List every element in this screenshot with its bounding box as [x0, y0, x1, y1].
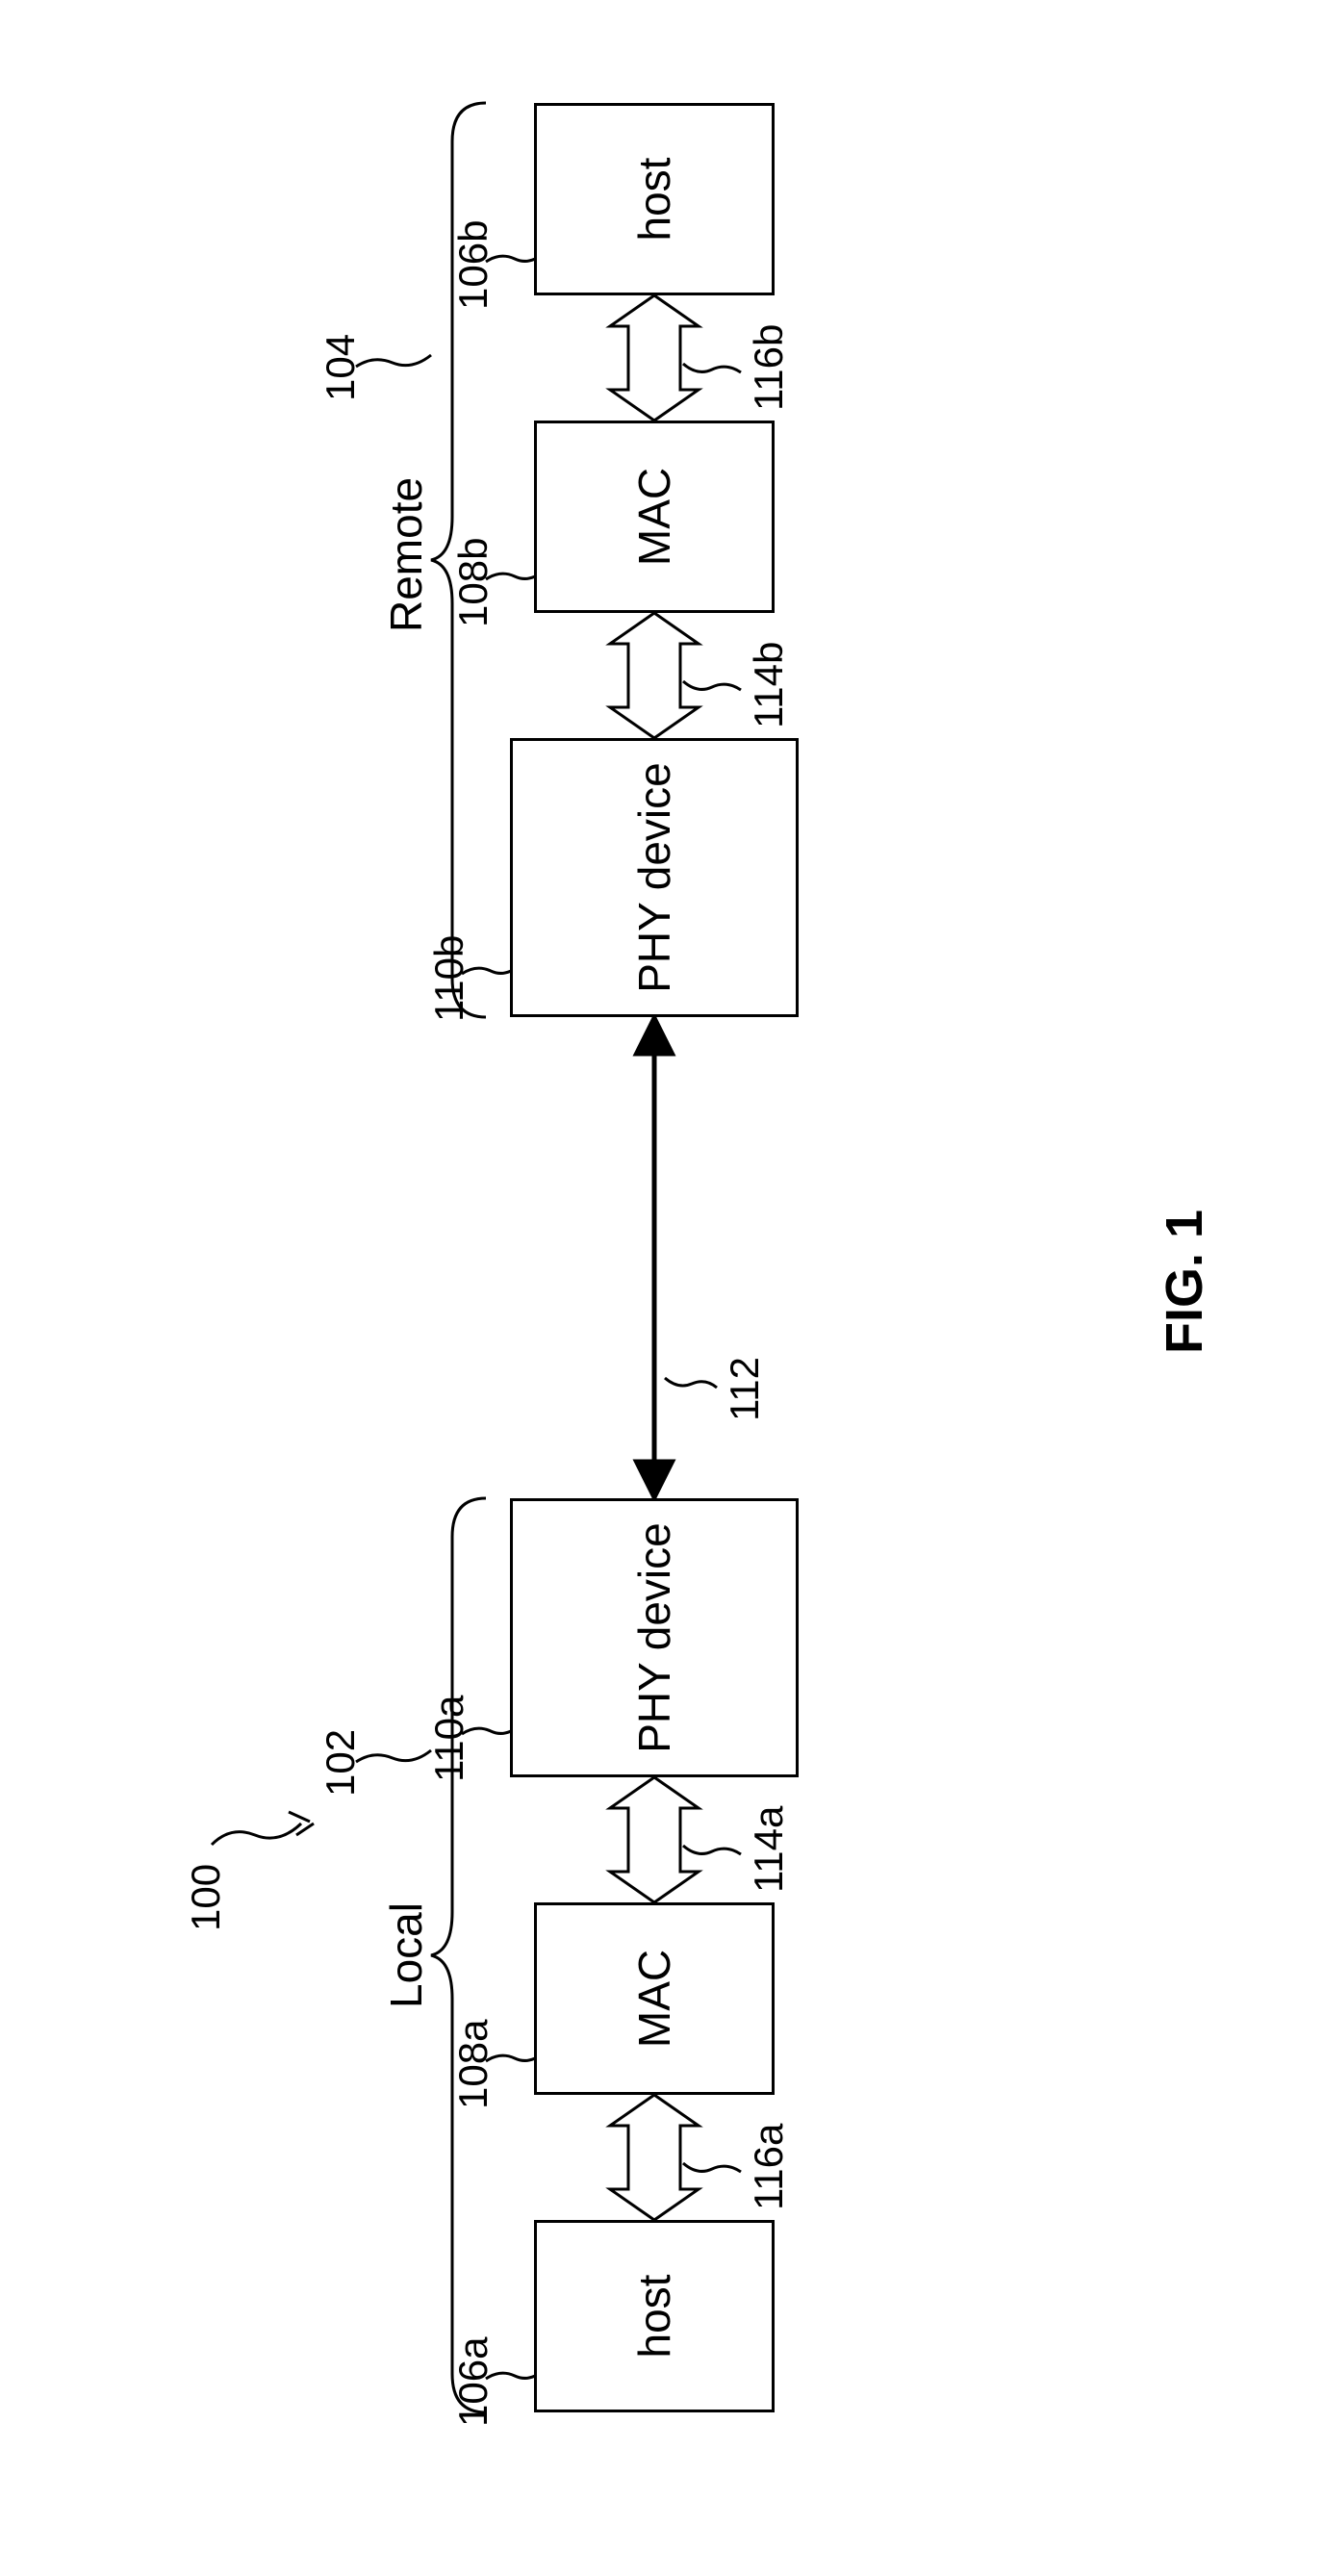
block-local-host: host	[534, 2220, 775, 2412]
leader-100	[212, 1812, 314, 1845]
block-remote-phy-label: PHY device	[628, 762, 680, 993]
leader-104	[356, 355, 431, 367]
leader-102	[356, 1750, 431, 1762]
group-local-label: Local	[380, 1902, 432, 2008]
figure-title: FIG. 1	[1155, 1210, 1214, 1354]
ref-100: 100	[183, 1864, 229, 1931]
bus-local-host-mac	[610, 2095, 699, 2220]
ref-108b: 108b	[450, 538, 496, 627]
bus-remote-mac-host	[610, 295, 699, 421]
ref-116a: 116a	[746, 2124, 792, 2210]
ref-114b: 114b	[746, 642, 792, 728]
block-local-mac: MAC	[534, 1902, 775, 2095]
ref-114a: 114a	[746, 1806, 792, 1893]
bus-remote-phy-mac	[610, 613, 699, 738]
block-remote-host: host	[534, 103, 775, 295]
ref-102: 102	[318, 1729, 364, 1797]
block-local-phy: PHY device	[510, 1498, 799, 1777]
leader-116b	[683, 364, 741, 372]
block-local-host-label: host	[628, 2275, 680, 2359]
block-remote-mac-label: MAC	[628, 468, 680, 566]
brace-local	[431, 1498, 486, 2412]
ref-106a: 106a	[450, 2337, 496, 2427]
leader-116a	[683, 2163, 741, 2172]
leader-114a	[683, 1846, 741, 1854]
figure-canvas: host MAC PHY device PHY device MAC host …	[0, 0, 1323, 2576]
ref-112: 112	[722, 1357, 768, 1421]
ref-110b: 110b	[426, 935, 472, 1022]
ref-116b: 116b	[746, 324, 792, 411]
ref-104: 104	[318, 334, 364, 401]
ref-106b: 106b	[450, 220, 496, 310]
leader-112	[665, 1378, 717, 1388]
group-remote-label: Remote	[380, 477, 432, 632]
figure-svg	[0, 0, 1323, 2576]
leader-114b	[683, 681, 741, 690]
bus-local-mac-phy	[610, 1777, 699, 1902]
block-remote-mac: MAC	[534, 421, 775, 613]
block-local-phy-label: PHY device	[628, 1522, 680, 1753]
block-local-mac-label: MAC	[628, 1950, 680, 2048]
ref-108a: 108a	[450, 2020, 496, 2109]
ref-110a: 110a	[426, 1696, 472, 1782]
block-remote-host-label: host	[628, 158, 680, 242]
block-remote-phy: PHY device	[510, 738, 799, 1017]
